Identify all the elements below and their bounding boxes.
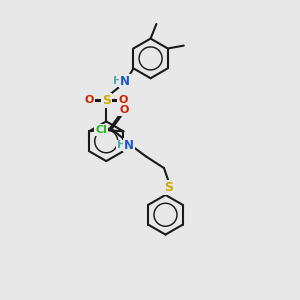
Text: N: N — [124, 139, 134, 152]
Text: S: S — [164, 181, 173, 194]
Text: O: O — [118, 95, 128, 105]
Text: Cl: Cl — [95, 125, 107, 135]
Text: O: O — [85, 95, 94, 105]
Text: S: S — [102, 94, 111, 107]
Text: O: O — [119, 105, 129, 115]
Text: H: H — [117, 140, 126, 150]
Text: N: N — [120, 75, 130, 88]
Text: H: H — [113, 76, 122, 86]
